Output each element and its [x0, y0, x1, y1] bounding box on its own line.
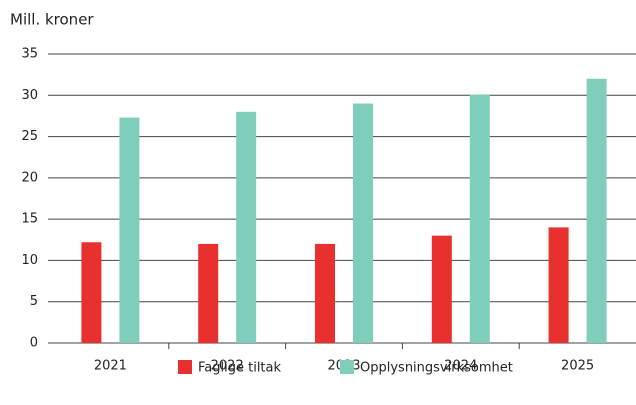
bar	[119, 117, 140, 343]
x-tick-label: 2022	[211, 359, 244, 374]
bar	[198, 243, 219, 343]
x-tick-label: 2025	[561, 359, 594, 374]
legend-label: Faglige tiltak	[198, 361, 281, 376]
bar	[431, 235, 452, 343]
y-tick-label: 0	[30, 336, 38, 351]
y-tick-label: 20	[21, 170, 38, 185]
bar	[236, 111, 257, 343]
y-axis-title: Mill. kroner	[10, 11, 94, 29]
x-tick-label: 2024	[444, 359, 477, 374]
y-tick-label: 10	[21, 253, 38, 268]
legend-swatch	[178, 360, 192, 374]
y-tick-label: 30	[21, 88, 38, 103]
bar	[81, 242, 102, 343]
y-tick-label: 25	[21, 129, 38, 144]
y-tick-label: 15	[21, 212, 38, 227]
bar	[548, 227, 569, 343]
x-tick-label: 2021	[94, 359, 127, 374]
bar	[315, 243, 335, 343]
y-tick-label: 5	[30, 294, 38, 309]
y-tick-label: 35	[21, 47, 38, 62]
bar	[586, 78, 607, 344]
legend-swatch	[340, 360, 354, 374]
legend-label: Opplysningsvirksomhet	[360, 361, 513, 376]
bar	[353, 103, 373, 344]
bar	[469, 94, 490, 344]
